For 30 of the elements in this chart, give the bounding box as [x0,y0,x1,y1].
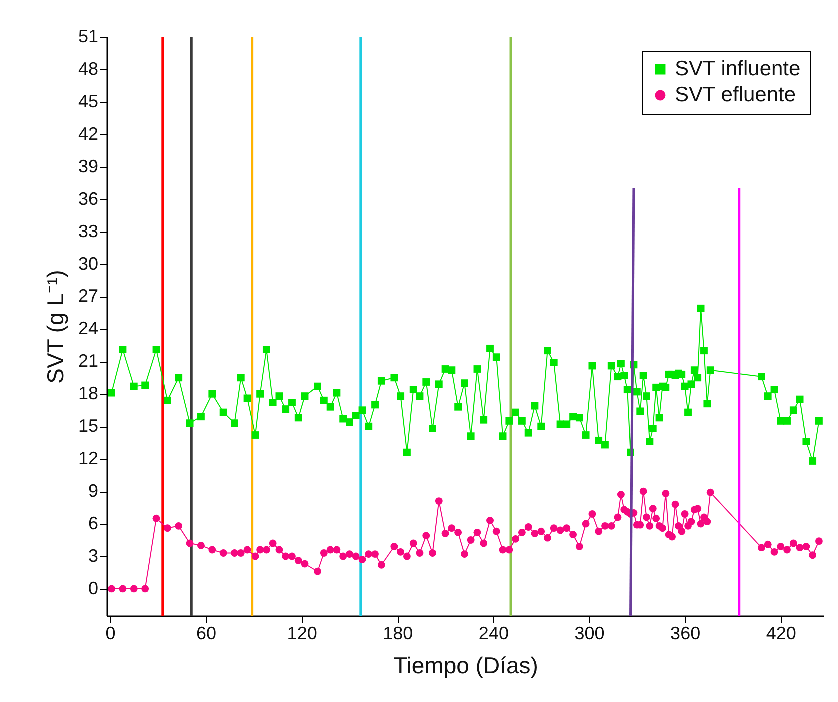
y-tick-label: 39 [78,156,98,176]
x-tick-label: 120 [287,624,318,644]
y-tick-label: 12 [78,448,98,469]
y-tick-label: 36 [78,188,98,209]
x-tick-label: 420 [766,624,796,644]
y-tick-label: 3 [88,546,98,566]
x-tick-label: 60 [196,624,217,644]
y-tick-label: 51 [78,26,98,46]
y-tick-label: 30 [78,254,98,274]
y-tick-label: 42 [78,124,98,144]
legend-label: SVT efluente [675,84,796,106]
y-tick-label: 48 [78,58,98,79]
x-tick-label: 360 [670,624,701,644]
y-tick-label: 24 [78,318,98,339]
y-tick-label: 18 [78,384,98,404]
x-tick-label: 300 [574,624,605,644]
x-axis-title: Tiempo (Días) [394,652,538,678]
y-tick-label: 27 [78,286,98,306]
y-tick-label: 21 [78,351,98,372]
y-tick-label: 9 [88,481,98,502]
y-tick-label: 0 [88,578,98,598]
x-tick-label: 240 [478,624,509,644]
y-tick-label: 33 [78,221,98,242]
y-tick-label: 15 [78,416,98,436]
x-tick-label: 180 [383,624,414,644]
y-axis-title: SVT (g L⁻¹) [42,270,68,384]
x-tick-label: 0 [106,624,116,644]
y-tick-label: 45 [78,91,98,112]
y-tick-label: 6 [88,514,98,534]
legend-label: SVT influente [675,58,801,80]
